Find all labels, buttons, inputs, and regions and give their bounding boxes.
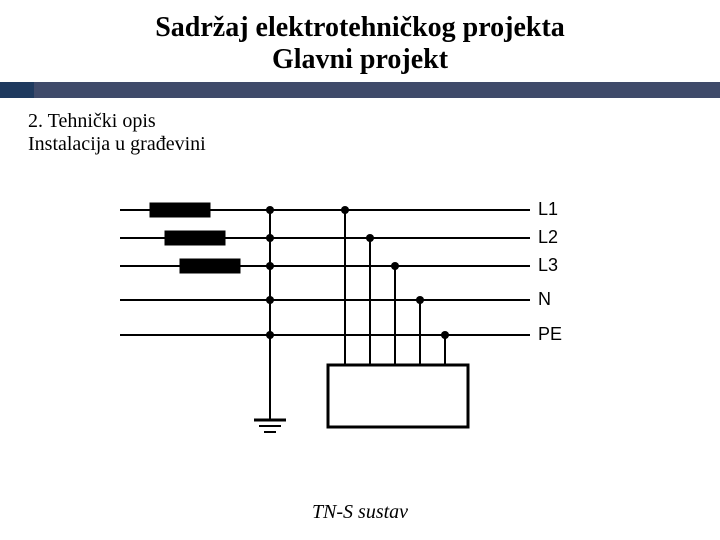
diagram-caption: TN-S sustav: [0, 501, 720, 524]
conductor-label-l1: L1: [538, 199, 558, 220]
title-line-1: Sadržaj elektrotehničkog projekta: [0, 12, 720, 44]
diagram-svg: [110, 190, 610, 450]
slide-title: Sadržaj elektrotehničkog projekta Glavni…: [0, 0, 720, 76]
section-subheading: Instalacija u građevini: [28, 133, 720, 156]
conductor-label-n: N: [538, 289, 551, 310]
section-heading: 2. Tehnički opis: [28, 110, 720, 133]
tn-s-diagram: L1 L2 L3 N PE: [110, 190, 610, 480]
conductor-label-l2: L2: [538, 227, 558, 248]
conductor-label-l3: L3: [538, 255, 558, 276]
accent-bar: [0, 82, 720, 98]
title-line-2: Glavni projekt: [0, 44, 720, 76]
accent-square: [0, 82, 34, 98]
conductor-label-pe: PE: [538, 324, 562, 345]
accent-rest: [34, 82, 720, 98]
section-block: 2. Tehnički opis Instalacija u građevini: [0, 98, 720, 156]
